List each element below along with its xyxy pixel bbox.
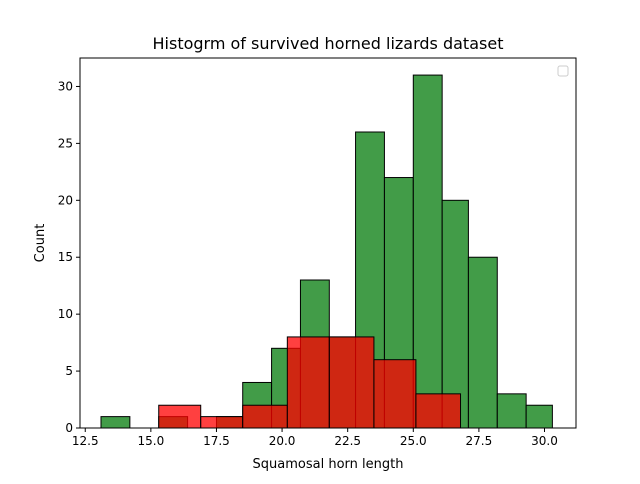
y-tick-label: 5 bbox=[65, 364, 73, 378]
histogram-bar-series-2-bin-2 bbox=[200, 416, 244, 429]
x-tick-label: 30.0 bbox=[531, 434, 558, 448]
x-tick-label: 20.0 bbox=[269, 434, 296, 448]
x-tick-label: 15.0 bbox=[137, 434, 164, 448]
legend-box bbox=[557, 65, 569, 77]
histogram-bar-series-1-bin-1 bbox=[100, 416, 131, 429]
x-tick-label: 17.5 bbox=[203, 434, 230, 448]
y-tick-label: 30 bbox=[58, 79, 73, 93]
histogram-bar-series-2-bin-1 bbox=[158, 404, 202, 429]
x-axis-label: Squamosal horn length bbox=[253, 457, 404, 472]
x-tick-label: 27.5 bbox=[466, 434, 493, 448]
x-tick-label: 22.5 bbox=[334, 434, 361, 448]
y-axis-label: Count bbox=[33, 224, 48, 263]
plot-frame bbox=[79, 57, 577, 429]
histogram-bar-series-2-bin-3 bbox=[242, 404, 288, 429]
histogram-bar-series-2-bin-4 bbox=[286, 336, 330, 429]
y-tick-label: 25 bbox=[58, 136, 73, 150]
histogram-bar-series-1-bin-13 bbox=[496, 393, 527, 429]
x-tick-label: 12.5 bbox=[72, 434, 99, 448]
y-tick-label: 15 bbox=[58, 250, 73, 264]
histogram-bar-series-2-bin-6 bbox=[373, 359, 417, 429]
x-tick-label: 25.0 bbox=[400, 434, 427, 448]
histogram-bar-series-2-bin-5 bbox=[328, 336, 375, 429]
histogram-bar-series-1-bin-14 bbox=[525, 404, 553, 429]
y-tick-label: 0 bbox=[65, 421, 73, 435]
histogram-bar-series-2-bin-7 bbox=[415, 393, 462, 429]
y-tick-label: 10 bbox=[58, 307, 73, 321]
y-tick-label: 20 bbox=[58, 193, 73, 207]
histogram-bar-series-1-bin-12 bbox=[467, 256, 498, 429]
plot-area: 12.5 15.0 17.5 20.0 22.5 25.0 27.5 30.0 0 5 10 15 20… bbox=[58, 57, 577, 448]
chart-title: Histogrm of survived horned lizards data… bbox=[153, 34, 504, 53]
histogram-bar-series-1-bin-10 bbox=[412, 74, 443, 429]
